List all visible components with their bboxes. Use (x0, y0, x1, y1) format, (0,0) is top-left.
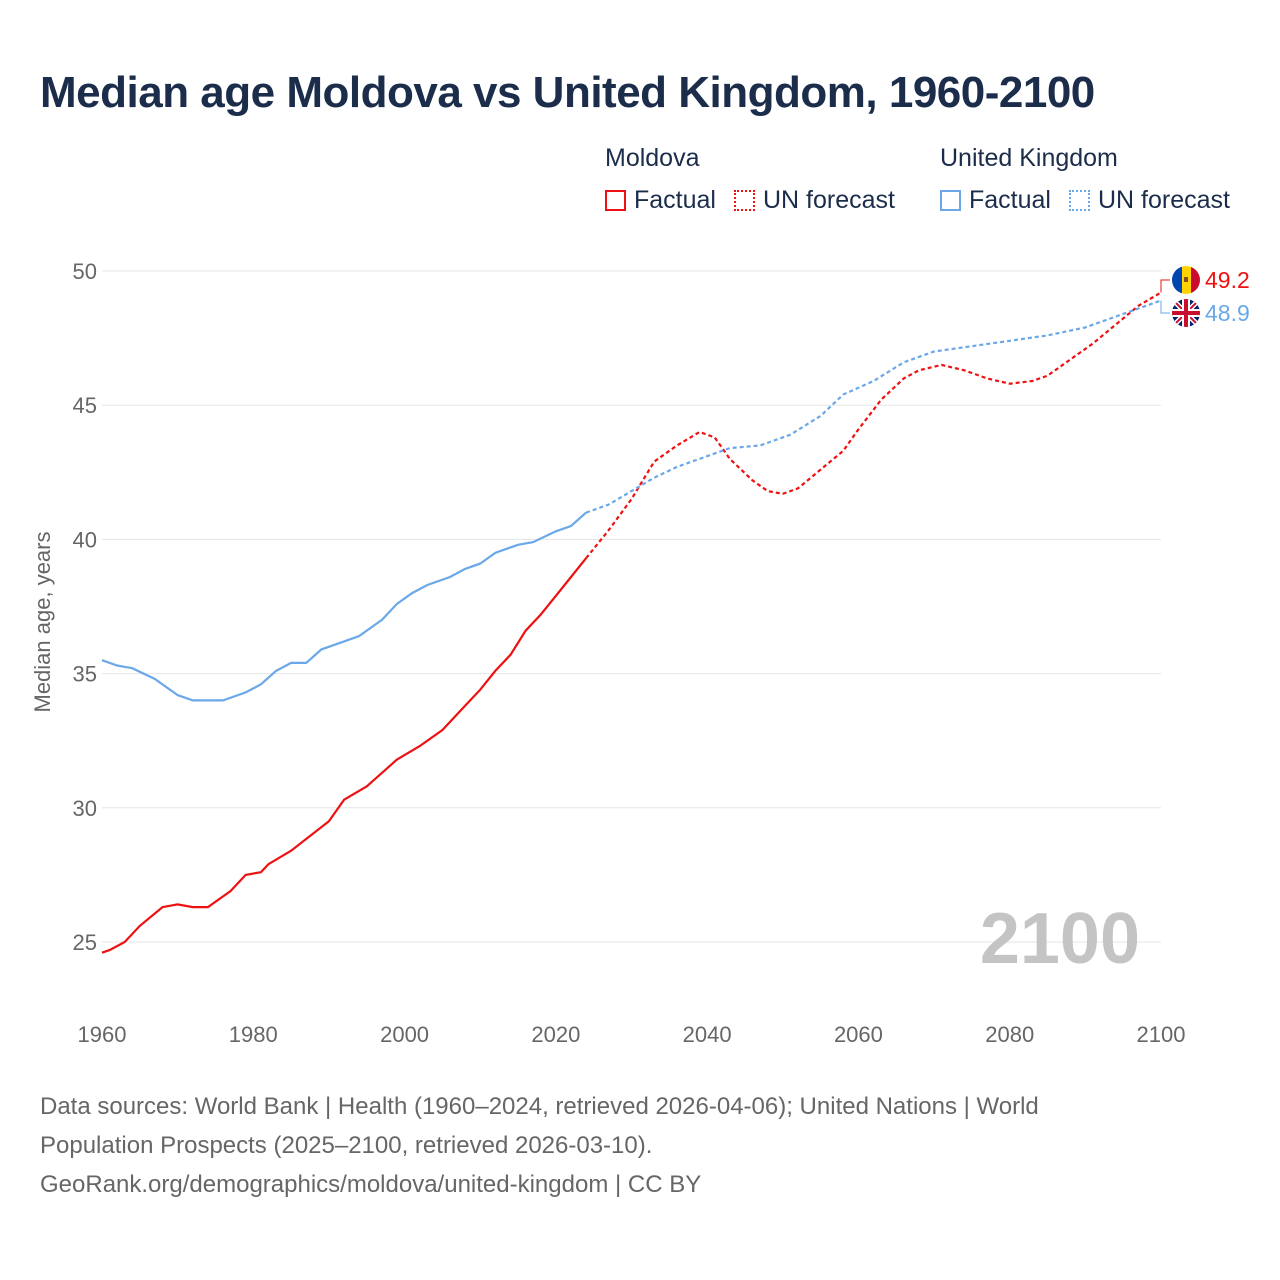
flag-emblem (1184, 277, 1188, 282)
legend-label: Factual (969, 186, 1051, 214)
legend-moldova-forecast[interactable]: UN forecast (733, 186, 895, 215)
chart-title: Median age Moldova vs United Kingdom, 19… (40, 68, 1095, 117)
x-tick-label: 1980 (229, 1022, 278, 1047)
x-tick-label: 2080 (985, 1022, 1034, 1047)
x-tick-label: 2040 (683, 1022, 732, 1047)
moldova-forecast-line (585, 291, 1162, 559)
legend-moldova: Factual UN forecast (605, 186, 913, 215)
legend-swatch-dotted (733, 190, 755, 211)
footer-sources-2: Population Prospects (2025–2100, retriev… (40, 1132, 653, 1159)
end-connector (1160, 300, 1170, 314)
legend-swatch-solid (940, 190, 961, 211)
footer-link[interactable]: GeoRank.org/demographics/moldova/united-… (40, 1171, 702, 1198)
x-tick-label: 2060 (834, 1022, 883, 1047)
y-tick-label: 30 (73, 796, 97, 821)
y-tick-label: 40 (73, 527, 97, 552)
x-tick-label: 2000 (380, 1022, 429, 1047)
y-axis-label: Median age, years (30, 532, 55, 713)
legend-uk-factual[interactable]: Factual (940, 186, 1051, 215)
legend-swatch-solid (605, 190, 626, 211)
end-value-label: 49.2 (1205, 267, 1250, 293)
uk-forecast-line (585, 299, 1162, 514)
x-tick-label: 2100 (1137, 1022, 1186, 1047)
legend-group-uk: United Kingdom (940, 144, 1118, 172)
moldova-factual-line (101, 557, 587, 954)
legend-label: UN forecast (762, 186, 895, 214)
legend-label: Factual (634, 186, 716, 214)
flag-body (1172, 299, 1200, 327)
x-tick-label: 2020 (531, 1022, 580, 1047)
legend-label: UN forecast (1097, 186, 1230, 214)
x-tick-label: 1960 (78, 1022, 127, 1047)
flag-stripe-blue (1172, 266, 1182, 294)
moldova-flag-icon (1172, 266, 1200, 294)
y-tick-label: 25 (73, 930, 97, 955)
legend-swatch-dotted (1068, 190, 1090, 211)
end-connector (1160, 279, 1170, 293)
y-tick-label: 50 (73, 259, 97, 284)
uk-factual-line (101, 511, 587, 702)
footer: Data sources: World Bank | Health (1960–… (40, 1087, 1220, 1204)
legend-uk: Factual UN forecast (940, 186, 1248, 215)
flag-body (1172, 266, 1200, 294)
year-watermark: 2100 (980, 899, 1140, 979)
legend-group-moldova: Moldova (605, 144, 700, 172)
y-tick-label: 45 (73, 393, 97, 418)
legend-uk-forecast[interactable]: UN forecast (1068, 186, 1230, 215)
end-value-label: 48.9 (1205, 300, 1250, 326)
flag-stripe-red (1191, 266, 1200, 294)
uk-flag-icon (1172, 299, 1200, 327)
legend-moldova-factual[interactable]: Factual (605, 186, 716, 215)
y-tick-label: 35 (73, 662, 97, 687)
flag-cross-red (1172, 299, 1200, 327)
footer-sources-1: Data sources: World Bank | Health (1960–… (40, 1093, 1039, 1120)
